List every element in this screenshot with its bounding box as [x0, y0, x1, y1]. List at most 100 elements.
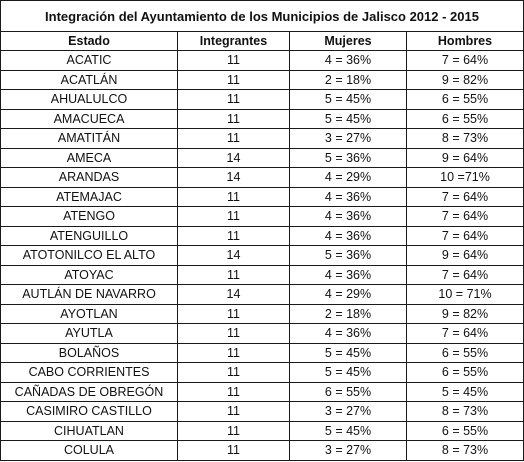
table-row: AYUTLA 11 4 = 36% 7 = 64% [0, 323, 524, 344]
cell-mujeres: 4 = 36% [289, 264, 407, 286]
cell-mujeres: 4 = 36% [289, 323, 407, 344]
cell-mujeres: 4 = 36% [289, 225, 407, 247]
cell-integrantes: 14 [177, 147, 290, 169]
table-row: ATENGUILLO 11 4 = 36% 7 = 64% [0, 225, 524, 247]
cell-hombres: 7 = 64% [405, 323, 524, 344]
table-row: CAÑADAS DE OBREGÓN 11 6 = 55% 5 = 45% [0, 381, 524, 403]
cell-integrantes: 14 [177, 167, 290, 188]
table-row: BOLAÑOS 11 5 = 45% 6 = 55% [0, 342, 524, 364]
cell-estado: ARANDAS [0, 167, 178, 188]
cell-mujeres: 5 = 45% [289, 362, 407, 383]
cell-hombres: 8 = 73% [405, 440, 524, 461]
cell-integrantes: 11 [177, 89, 290, 110]
cell-integrantes: 11 [177, 186, 290, 208]
cell-mujeres: 5 = 45% [289, 420, 407, 442]
cell-hombres: 9 = 82% [405, 303, 524, 325]
cell-estado: CABO CORRIENTES [0, 362, 178, 383]
table-row: ATEMAJAC 11 4 = 36% 7 = 64% [0, 186, 524, 208]
table-row: ATOTONILCO EL ALTO 14 5 = 36% 9 = 64% [0, 245, 524, 266]
table-row: AYOTLAN 11 2 = 18% 9 = 82% [0, 303, 524, 325]
cell-mujeres: 3 = 27% [289, 128, 407, 149]
cell-hombres: 7 = 64% [405, 264, 524, 286]
cell-integrantes: 11 [177, 401, 290, 422]
cell-mujeres: 3 = 27% [289, 440, 407, 461]
cell-hombres: 6 = 55% [405, 89, 524, 110]
cell-mujeres: 4 = 36% [289, 50, 407, 71]
cell-integrantes: 11 [177, 128, 290, 149]
cell-mujeres: 2 = 18% [289, 69, 407, 91]
cell-estado: CASIMIRO CASTILLO [0, 401, 178, 422]
cell-estado: ATOTONILCO EL ALTO [0, 245, 178, 266]
cell-integrantes: 11 [177, 69, 290, 91]
cell-integrantes: 11 [177, 206, 290, 227]
cell-hombres: 9 = 82% [405, 69, 524, 91]
header-row: Estado Integrantes Mujeres Hombres [0, 31, 524, 52]
cell-hombres: 6 = 55% [405, 420, 524, 442]
cell-estado: BOLAÑOS [0, 342, 178, 364]
table-row: ATENGO 11 4 = 36% 7 = 64% [0, 206, 524, 227]
cell-estado: AYUTLA [0, 323, 178, 344]
cell-mujeres: 6 = 55% [289, 381, 407, 403]
table-row: AMACUECA 11 5 = 45% 6 = 55% [0, 108, 524, 130]
table-row: CIHUATLAN 11 5 = 45% 6 = 55% [0, 420, 524, 442]
cell-integrantes: 11 [177, 362, 290, 383]
cell-hombres: 6 = 55% [405, 108, 524, 130]
cell-mujeres: 2 = 18% [289, 303, 407, 325]
header-hombres: Hombres [405, 31, 524, 52]
cell-integrantes: 11 [177, 50, 290, 71]
cell-hombres: 9 = 64% [405, 147, 524, 169]
cell-integrantes: 11 [177, 225, 290, 247]
cell-mujeres: 4 = 36% [289, 186, 407, 208]
cell-mujeres: 4 = 29% [289, 167, 407, 188]
cell-estado: ATOYAC [0, 264, 178, 286]
header-estado: Estado [0, 31, 178, 52]
cell-mujeres: 5 = 45% [289, 342, 407, 364]
cell-mujeres: 4 = 36% [289, 206, 407, 227]
cell-estado: AMACUECA [0, 108, 178, 130]
cell-integrantes: 11 [177, 381, 290, 403]
cell-mujeres: 5 = 36% [289, 147, 407, 169]
table-row: ACATIC 11 4 = 36% 7 = 64% [0, 50, 524, 71]
cell-hombres: 6 = 55% [405, 362, 524, 383]
cell-estado: ATENGUILLO [0, 225, 178, 247]
cell-hombres: 10 =71% [405, 167, 524, 188]
cell-hombres: 7 = 64% [405, 186, 524, 208]
table-row: ARANDAS 14 4 = 29% 10 =71% [0, 167, 524, 188]
table-row: COLULA 11 3 = 27% 8 = 73% [0, 440, 524, 461]
cell-estado: AMECA [0, 147, 178, 169]
cell-integrantes: 14 [177, 284, 290, 305]
cell-estado: ATENGO [0, 206, 178, 227]
cell-integrantes: 11 [177, 342, 290, 364]
table-row: AHUALULCO 11 5 = 45% 6 = 55% [0, 89, 524, 110]
cell-integrantes: 11 [177, 440, 290, 461]
cell-hombres: 6 = 55% [405, 342, 524, 364]
table-row: ACATLÁN 11 2 = 18% 9 = 82% [0, 69, 524, 91]
cell-hombres: 9 = 64% [405, 245, 524, 266]
cell-estado: AUTLÁN DE NAVARRO [0, 284, 178, 305]
table-row: CASIMIRO CASTILLO 11 3 = 27% 8 = 73% [0, 401, 524, 422]
cell-estado: ACATIC [0, 50, 178, 71]
cell-integrantes: 11 [177, 108, 290, 130]
cell-mujeres: 4 = 29% [289, 284, 407, 305]
cell-integrantes: 11 [177, 420, 290, 442]
cell-hombres: 7 = 64% [405, 225, 524, 247]
cell-estado: CAÑADAS DE OBREGÓN [0, 381, 178, 403]
header-integrantes: Integrantes [177, 31, 290, 52]
cell-estado: CIHUATLAN [0, 420, 178, 442]
table-title: Integración del Ayuntamiento de los Muni… [0, 0, 524, 33]
cell-integrantes: 11 [177, 323, 290, 344]
cell-estado: AYOTLAN [0, 303, 178, 325]
cell-hombres: 8 = 73% [405, 128, 524, 149]
cell-mujeres: 5 = 45% [289, 89, 407, 110]
cell-integrantes: 11 [177, 303, 290, 325]
cell-hombres: 10 = 71% [405, 284, 524, 305]
cell-integrantes: 11 [177, 264, 290, 286]
table-row: ATOYAC 11 4 = 36% 7 = 64% [0, 264, 524, 286]
cell-hombres: 5 = 45% [405, 381, 524, 403]
cell-mujeres: 3 = 27% [289, 401, 407, 422]
cell-estado: ACATLÁN [0, 69, 178, 91]
header-mujeres: Mujeres [289, 31, 407, 52]
